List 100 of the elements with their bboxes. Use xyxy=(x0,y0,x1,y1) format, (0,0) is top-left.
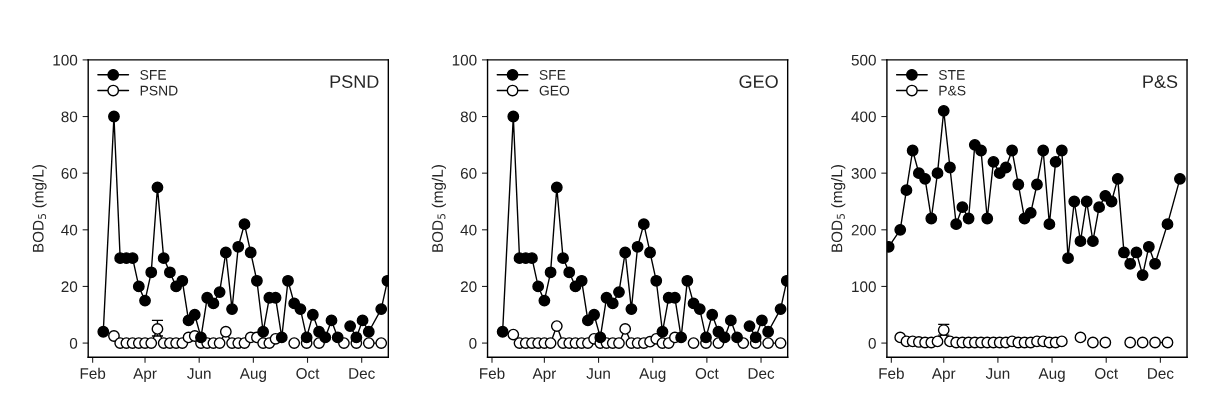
point xyxy=(496,325,509,338)
point xyxy=(563,266,576,279)
point xyxy=(306,308,319,321)
text: PSND xyxy=(330,75,379,89)
legend-label: SFE xyxy=(539,69,566,80)
point xyxy=(774,303,787,316)
point xyxy=(557,252,569,265)
x-tick-label: Jun xyxy=(586,368,610,379)
y-tick-label: 100 xyxy=(53,54,78,66)
point xyxy=(613,337,625,349)
point xyxy=(207,297,220,310)
point xyxy=(1136,269,1149,282)
point xyxy=(981,212,994,225)
point xyxy=(619,246,632,259)
point xyxy=(331,331,344,344)
point xyxy=(706,308,719,321)
point xyxy=(637,218,650,231)
point xyxy=(1074,235,1087,248)
point xyxy=(894,223,907,236)
point xyxy=(1093,201,1106,214)
point xyxy=(1174,172,1186,185)
point xyxy=(544,337,557,349)
point xyxy=(1124,257,1137,270)
point xyxy=(219,325,232,338)
y-axis-title: BOD$_{5}$ (mg/L) xyxy=(831,165,846,252)
point xyxy=(613,286,625,299)
point xyxy=(163,266,176,279)
point xyxy=(544,266,557,279)
point xyxy=(275,331,288,344)
x-tick-label: Apr xyxy=(532,368,557,382)
point xyxy=(108,110,120,123)
x-tick-label: Apr xyxy=(133,368,157,382)
x-tick-label: Aug xyxy=(639,368,666,382)
point xyxy=(251,274,263,287)
point xyxy=(1049,155,1062,168)
x-tick-label: Dec xyxy=(1148,368,1174,379)
point xyxy=(631,240,644,253)
point xyxy=(195,331,207,344)
point xyxy=(1130,246,1143,259)
point xyxy=(282,274,294,287)
point xyxy=(687,337,700,349)
point xyxy=(1068,195,1081,208)
point xyxy=(188,308,201,321)
x-tick-label: Apr xyxy=(931,368,956,382)
point xyxy=(1086,336,1099,349)
point xyxy=(151,181,164,194)
y-tick-label: 200 xyxy=(851,224,876,236)
point xyxy=(1142,240,1155,253)
point xyxy=(743,320,756,332)
point xyxy=(675,331,688,344)
point xyxy=(1136,336,1149,349)
point xyxy=(226,303,238,316)
point xyxy=(532,280,545,293)
point xyxy=(724,314,737,327)
point xyxy=(232,240,245,253)
legend-label: GEO xyxy=(539,85,570,96)
point xyxy=(1024,206,1037,219)
legend-label: SFE xyxy=(140,69,166,80)
x-tick-label: Oct xyxy=(296,368,320,379)
point xyxy=(575,274,588,287)
point xyxy=(507,110,520,123)
point xyxy=(97,325,110,338)
point xyxy=(356,314,369,327)
point xyxy=(681,274,694,287)
point xyxy=(294,303,307,316)
point xyxy=(151,323,164,335)
y-tick-label: 60 xyxy=(61,168,78,179)
point xyxy=(213,286,226,299)
y-axis-title: BOD$_{5}$ (mg/L) xyxy=(32,165,47,252)
point xyxy=(756,314,768,327)
point xyxy=(344,320,357,332)
point xyxy=(693,303,706,316)
x-tick-label: Feb xyxy=(879,367,904,379)
y-tick-label: 0 xyxy=(469,337,477,349)
y-tick-label: 100 xyxy=(452,54,477,66)
point xyxy=(176,274,189,287)
legend-label: P&S xyxy=(939,85,966,96)
y-tick-label: 300 xyxy=(851,168,876,179)
point xyxy=(375,337,388,349)
point xyxy=(749,331,762,344)
point xyxy=(375,303,388,316)
point xyxy=(774,337,787,349)
point xyxy=(145,266,158,279)
point xyxy=(1080,195,1093,208)
legend-label: STE xyxy=(938,69,965,80)
point xyxy=(937,104,950,117)
y-axis-title: BOD$_{5}$ (mg/L) xyxy=(431,165,446,252)
point xyxy=(213,337,226,349)
y-tick-label: 400 xyxy=(851,111,876,123)
y-tick-label: 100 xyxy=(852,281,876,293)
point xyxy=(718,331,731,344)
point xyxy=(139,294,151,307)
point xyxy=(1062,252,1074,265)
point xyxy=(550,181,563,194)
point xyxy=(762,325,775,338)
point xyxy=(157,252,170,265)
x-tick-label: Oct xyxy=(695,368,719,379)
point xyxy=(1161,218,1174,231)
y-tick-label: 0 xyxy=(868,337,876,349)
point xyxy=(731,331,743,344)
